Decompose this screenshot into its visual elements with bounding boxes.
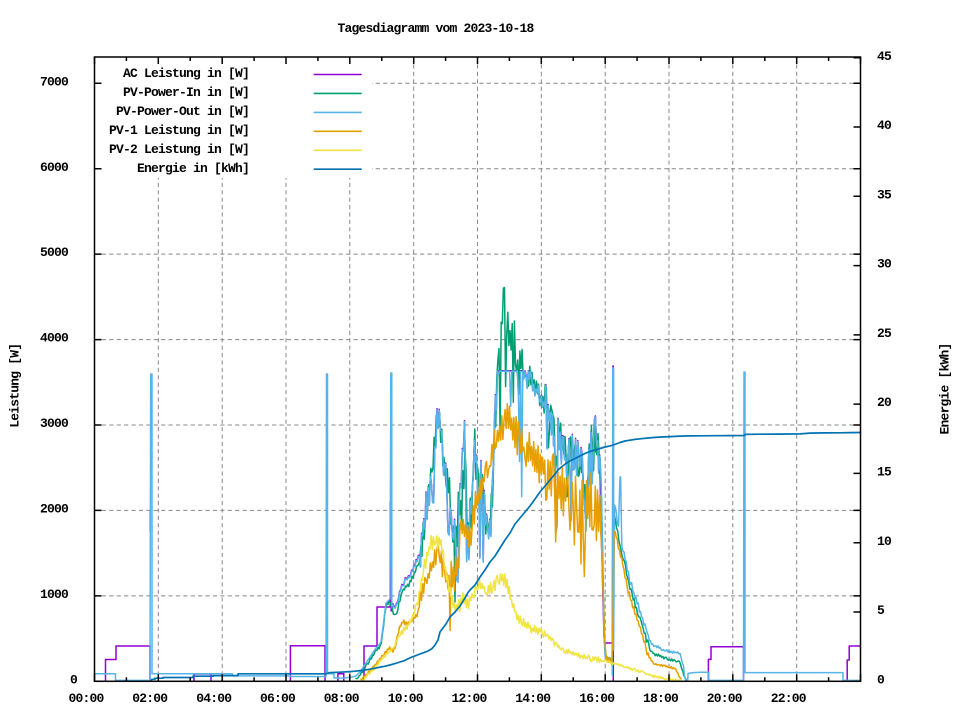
svg-text:22:00: 22:00 [771,691,807,706]
svg-text:10: 10 [877,534,892,549]
svg-text:Energie [kWh]: Energie [kWh] [937,343,952,434]
svg-text:Energie in [kWh]: Energie in [kWh] [137,161,249,176]
svg-text:14:00: 14:00 [515,691,551,706]
svg-text:1000: 1000 [40,587,69,602]
svg-text:20:00: 20:00 [707,691,743,706]
svg-text:PV-2 Leistung in [W]: PV-2 Leistung in [W] [109,142,249,157]
svg-text:35: 35 [877,187,892,202]
svg-text:10:00: 10:00 [388,691,424,706]
svg-text:08:00: 08:00 [324,691,360,706]
svg-text:12:00: 12:00 [451,691,487,706]
svg-text:45: 45 [877,49,892,64]
svg-text:PV-Power-Out in [W]: PV-Power-Out in [W] [116,104,249,119]
svg-text:06:00: 06:00 [260,691,296,706]
svg-text:Tagesdiagramm vom 2023-10-18: Tagesdiagramm vom 2023-10-18 [337,21,534,36]
svg-text:5: 5 [877,603,885,618]
svg-text:PV-1 Leistung in [W]: PV-1 Leistung in [W] [109,123,249,138]
svg-text:6000: 6000 [40,160,69,175]
svg-text:15: 15 [877,465,892,480]
svg-text:4000: 4000 [40,331,69,346]
svg-text:18:00: 18:00 [643,691,679,706]
svg-text:3000: 3000 [40,416,69,431]
svg-text:30: 30 [877,257,892,272]
svg-text:20: 20 [877,395,892,410]
svg-text:2000: 2000 [40,502,69,517]
svg-text:02:00: 02:00 [132,691,168,706]
svg-text:0: 0 [70,672,78,687]
svg-text:5000: 5000 [40,245,69,260]
svg-text:04:00: 04:00 [196,691,232,706]
svg-text:00:00: 00:00 [68,691,104,706]
svg-text:25: 25 [877,326,892,341]
svg-text:7000: 7000 [40,74,69,89]
svg-text:PV-Power-In in [W]: PV-Power-In in [W] [123,85,249,100]
svg-text:AC Leistung in [W]: AC Leistung in [W] [123,66,249,81]
svg-text:Leistung [W]: Leistung [W] [7,344,22,428]
svg-text:40: 40 [877,118,892,133]
svg-text:16:00: 16:00 [579,691,615,706]
svg-text:0: 0 [877,672,885,687]
